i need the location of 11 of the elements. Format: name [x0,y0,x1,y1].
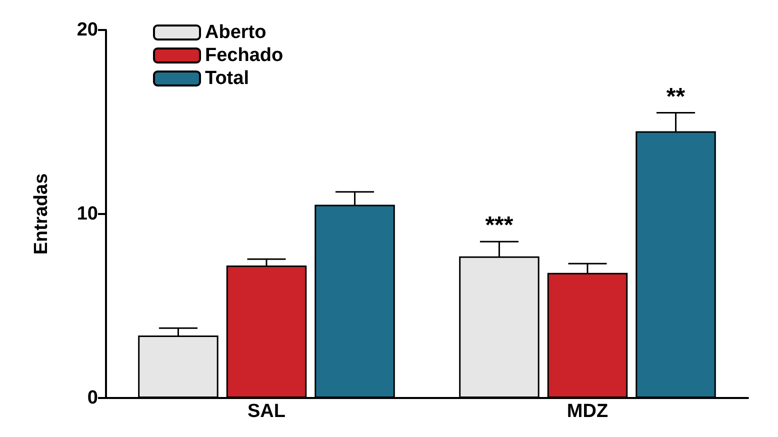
x-tick-label: MDZ [566,401,608,422]
x-tick-label: SAL [248,401,286,422]
legend-label: Fechado [205,45,284,66]
data-label: ** [666,83,686,110]
y-tick-label: 10 [76,204,98,224]
y-axis-title: Entradas [31,173,52,255]
legend-label: Total [205,68,249,89]
y-tick-label: 20 [76,20,98,40]
legend-label: Aberto [205,22,266,43]
data-label: *** [485,212,514,240]
y-tick-label: 0 [87,388,98,408]
